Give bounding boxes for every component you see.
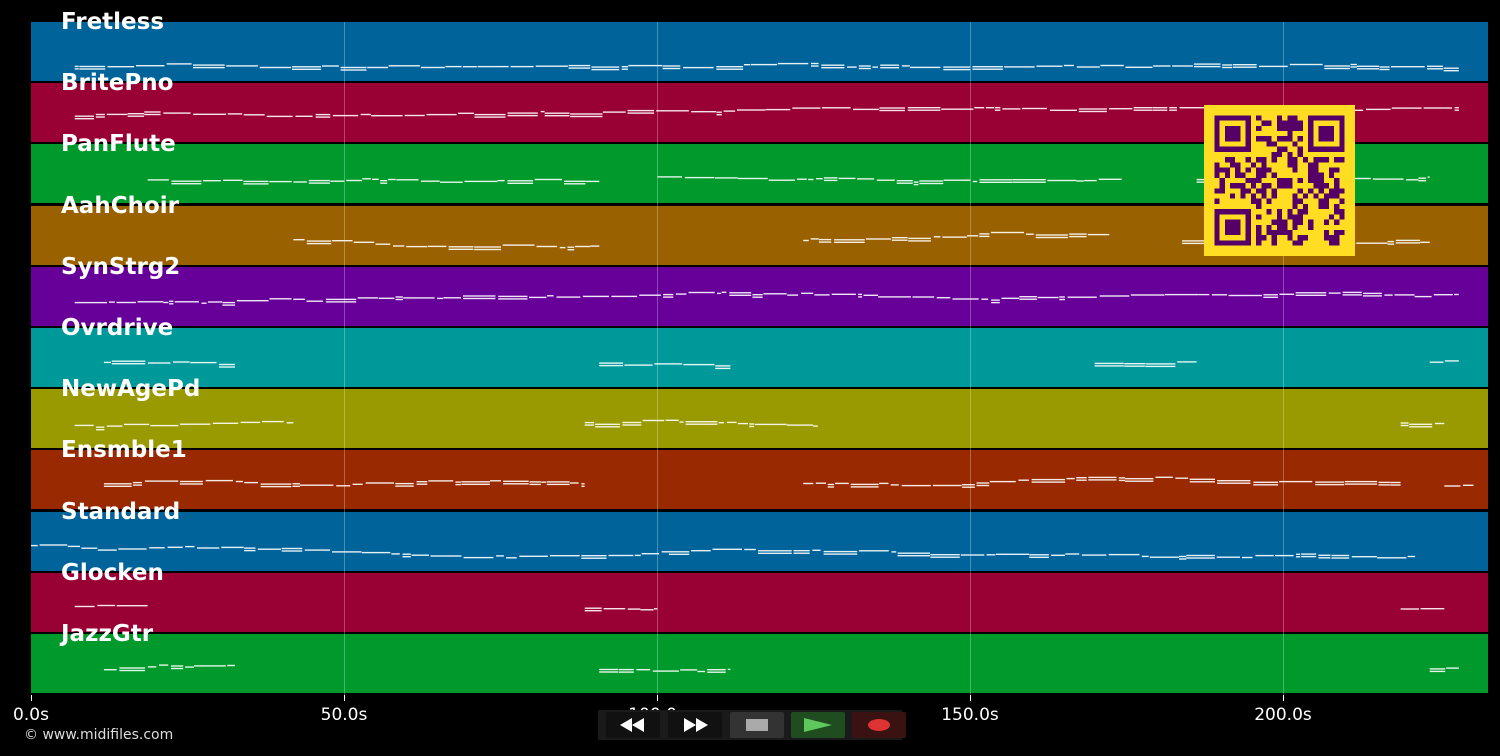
track-lane[interactable]: Standard — [31, 499, 1488, 571]
track-lane[interactable]: Fretless — [31, 9, 1488, 81]
fast-forward-icon — [684, 718, 708, 732]
track-name: BritePno — [61, 70, 174, 97]
fast-forward-button[interactable] — [668, 712, 722, 738]
tick-label: 50.0s — [320, 705, 368, 725]
record-icon — [868, 719, 890, 731]
grid-line — [657, 22, 658, 695]
track-lane[interactable]: Ensmble1 — [31, 437, 1488, 510]
track-name: Ovrdrive — [61, 315, 174, 341]
grid-line — [1283, 22, 1284, 695]
track-name: NewAgePd — [61, 376, 201, 403]
track-lane[interactable]: Glocken — [31, 560, 1488, 632]
track-lanes: Fretless BritePno PanFlute AahChoir SynStrg2… — [31, 9, 1488, 695]
track-name: Fretless — [61, 9, 165, 35]
track-name: PanFlute — [61, 131, 176, 158]
track-name: JazzGtr — [61, 621, 154, 647]
track-name: AahChoir — [61, 192, 179, 219]
rewind-button[interactable] — [606, 712, 660, 738]
track-name: Glocken — [61, 559, 164, 586]
record-button[interactable] — [852, 712, 906, 738]
track-lane[interactable]: JazzGtr — [31, 621, 1488, 693]
note-roll — [103, 476, 1474, 489]
qr-code — [1204, 105, 1355, 256]
tick-label: 150.0s — [941, 705, 999, 725]
play-icon — [804, 718, 832, 732]
tick-mark — [970, 695, 971, 701]
track-name: Standard — [61, 498, 181, 525]
track-lane[interactable]: Ovrdrive — [31, 315, 1488, 387]
note-roll — [74, 419, 1445, 431]
tick-mark — [31, 695, 32, 701]
note-roll — [74, 62, 1459, 72]
track-name: SynStrg2 — [61, 253, 181, 280]
tick-mark — [344, 695, 345, 701]
grid-line — [344, 22, 345, 695]
play-button[interactable] — [791, 712, 845, 738]
note-roll — [74, 291, 1459, 306]
stop-icon — [746, 719, 768, 731]
copyright-text: © www.midifiles.com — [24, 727, 174, 743]
grid-line — [970, 22, 971, 695]
note-roll — [31, 543, 1416, 560]
note-roll — [103, 360, 1459, 370]
note-roll — [74, 604, 1445, 612]
note-roll — [103, 664, 1459, 673]
track-lane[interactable]: SynStrg2 — [31, 254, 1488, 326]
stop-button[interactable] — [730, 712, 784, 738]
tick-mark — [1283, 695, 1284, 701]
rewind-icon — [620, 718, 644, 732]
track-name: Ensmble1 — [61, 437, 187, 464]
transport-bar — [598, 710, 906, 740]
track-lane[interactable]: NewAgePd — [31, 376, 1488, 449]
tick-label: 200.0s — [1254, 705, 1312, 725]
tick-mark — [657, 695, 658, 701]
tick-label: 0.0s — [13, 705, 49, 725]
